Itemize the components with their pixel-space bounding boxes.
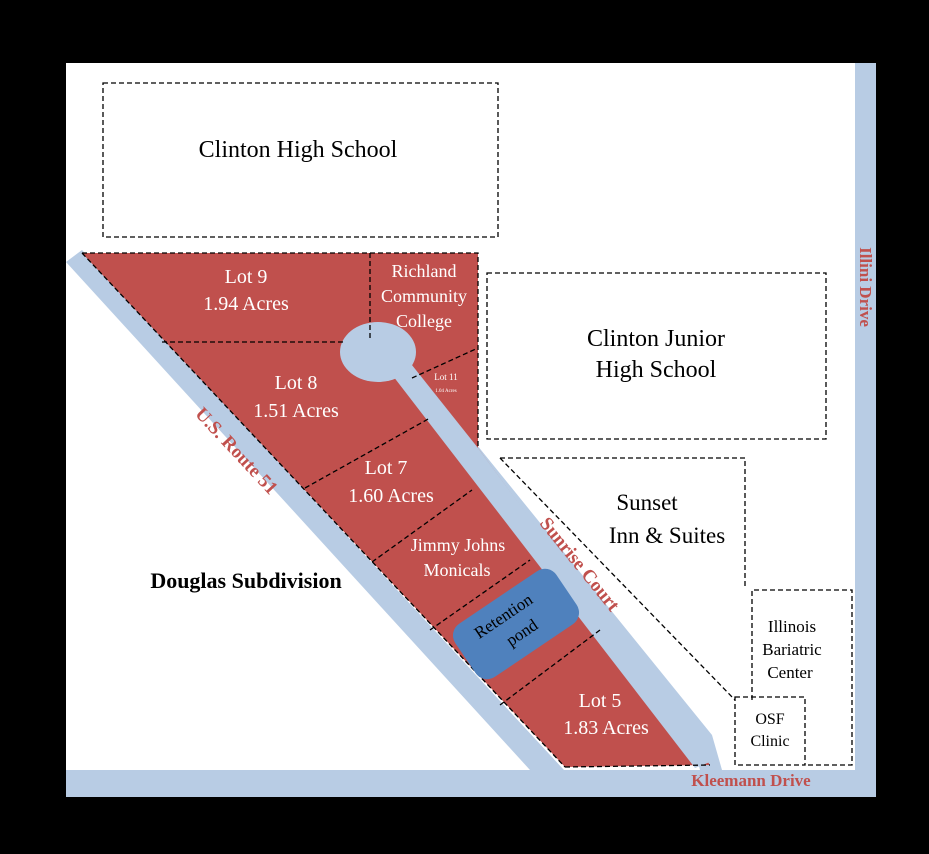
sunset-label-line1: Sunset [616,490,678,515]
richland-label-line2: Community [381,286,467,306]
us-route-51-road [66,250,564,770]
kleemann-drive-label: Kleemann Drive [691,771,811,790]
lot5-name: Lot 5 [579,690,622,712]
lot11-name: Lot 11 [434,372,457,382]
clinton-high-school-label: Clinton High School [199,137,398,163]
retention-pond [452,568,580,680]
lot9-name: Lot 9 [225,266,268,288]
lot7-name: Lot 7 [365,457,408,479]
kleemann-drive-road [66,770,876,797]
sunset-inn-diagonal [499,457,736,701]
douglas-subdivision-label: Douglas Subdivision [150,568,341,593]
sunset-label-line2: Inn & Suites [609,523,725,548]
clinton-high-school-outline [102,82,499,238]
lot-boundaries [81,252,711,768]
bariatric-label-line3: Center [767,663,813,682]
clinton-junior-high-outline [486,272,827,440]
illini-drive-label: Illini Drive [856,247,875,327]
bariatric-label-line1: Illinois [768,617,816,636]
development-parcel [82,253,710,767]
lot9-area: 1.94 Acres [203,293,289,315]
osf-label-line2: Clinic [750,733,789,750]
jimmy-johns-label: Jimmy Johns [411,535,506,555]
lot8-name: Lot 8 [275,372,318,394]
richland-label-line3: College [396,311,452,331]
lot8-area: 1.51 Acres [253,400,339,422]
richland-label-line1: Richland [392,261,457,281]
lot7-area: 1.60 Acres [348,485,434,507]
illini-drive-road [855,63,876,770]
bariatric-label-line2: Bariatric [762,640,822,659]
cul-de-sac [340,322,416,382]
lot11-area: 1.04 Acres [435,389,456,394]
junior-high-label-line1: Clinton Junior [587,326,725,352]
lot5-area: 1.83 Acres [563,717,649,739]
junior-high-label-line2: High School [596,357,717,383]
osf-label-line1: OSF [755,711,784,728]
sunrise-court-overlay [373,350,710,768]
osf-clinic-outline [734,696,806,766]
bariatric-center-outline [751,589,853,766]
monicals-label: Monicals [424,560,491,580]
sunset-inn-outline [500,457,746,588]
